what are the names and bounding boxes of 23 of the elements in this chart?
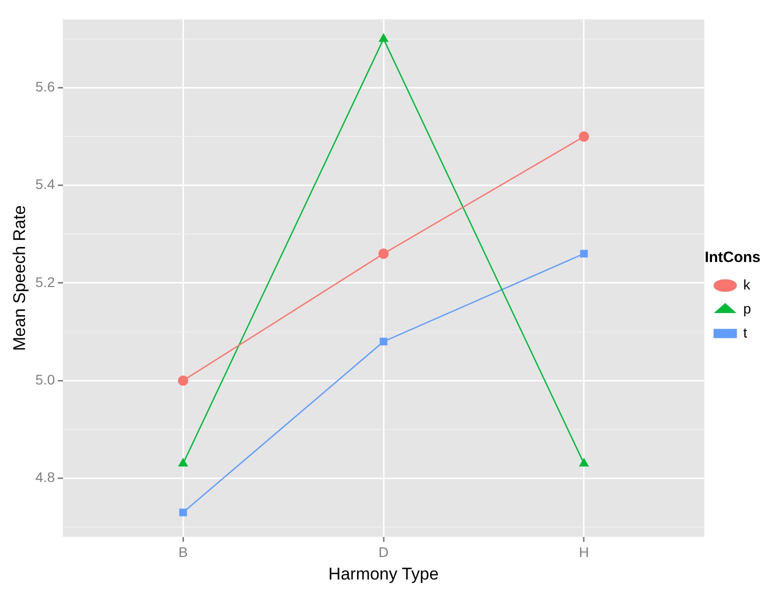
x-tick-label: D — [378, 544, 389, 560]
y-tick-label: 5.6 — [35, 78, 56, 95]
y-tick-label: 4.8 — [35, 469, 56, 486]
y-tick-label: 5.2 — [35, 274, 56, 290]
legend-label: k — [743, 276, 752, 292]
x-tick-label: H — [578, 544, 590, 560]
y-tick-label: 5.4 — [35, 176, 56, 192]
x-axis-title: Harmony Type — [328, 564, 439, 584]
point — [579, 458, 589, 466]
point — [178, 375, 188, 386]
point — [378, 34, 388, 42]
legend-label: t — [743, 324, 748, 340]
legend-label: p — [743, 300, 752, 316]
point — [578, 131, 590, 142]
point — [378, 248, 389, 259]
y-axis-title: Mean Speech Rate — [10, 205, 29, 351]
point — [380, 338, 388, 346]
x-tick-label: B — [178, 544, 188, 560]
point — [179, 508, 187, 516]
point — [580, 250, 588, 258]
legend-title: IntCons — [704, 249, 761, 266]
point — [178, 458, 188, 466]
y-tick-label: 5.0 — [35, 371, 56, 388]
